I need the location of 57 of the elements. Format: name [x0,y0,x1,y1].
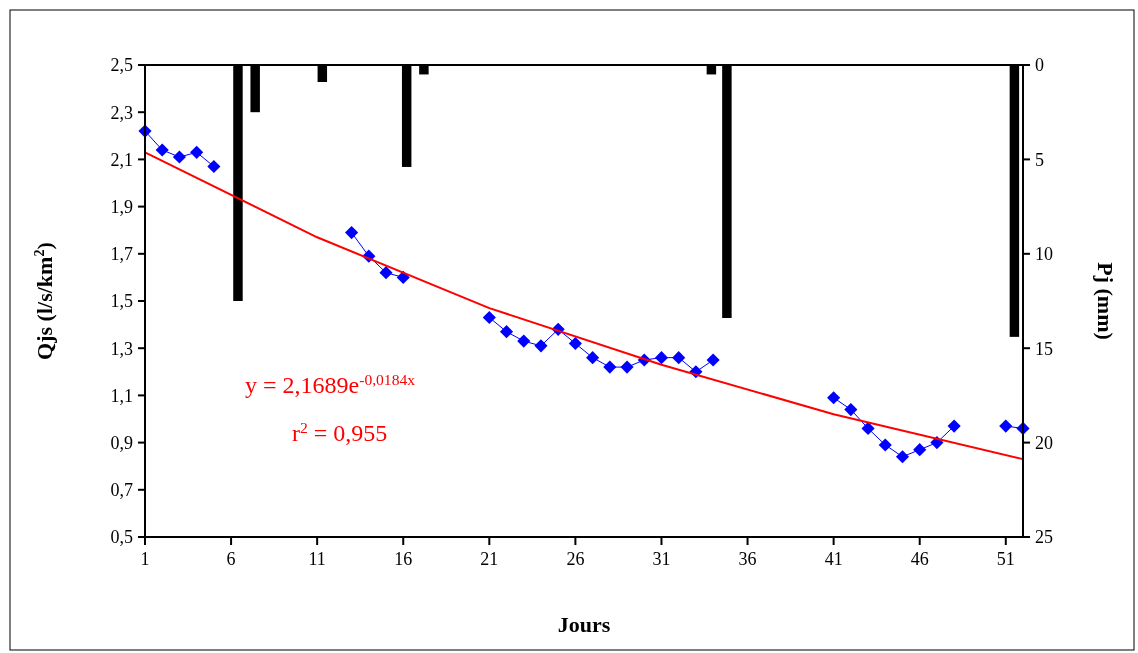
y-tick-label: 1,5 [110,291,133,312]
annotation: y = 2,1689e$^{-0,0184x}$ [245,370,416,398]
point [878,438,892,452]
x-tick-label: 1 [140,549,150,569]
point [999,419,1013,433]
y-tick-label: 1,9 [110,196,133,217]
y-tick-label: 2,5 [110,55,133,76]
point [190,145,204,159]
x-tick-label: 36 [738,549,757,569]
y2-tick-label: 20 [1035,432,1053,453]
y2-axis-title: Pj (mm) [1093,262,1118,340]
point [345,225,359,240]
point [586,351,600,365]
y2-tick-label: 0 [1035,55,1044,76]
y-tick-label: 1,7 [110,244,133,265]
x-tick-label: 11 [308,549,326,569]
y-tick-label: 1,1 [110,385,133,406]
x-tick-label: 21 [480,549,499,569]
point [482,310,496,325]
y-tick-label: 0,7 [110,480,133,501]
point [672,351,686,365]
point [620,360,634,374]
y2-tick-label: 10 [1035,244,1053,265]
point [827,391,841,405]
point [654,351,669,365]
x-tick-label: 46 [910,549,929,569]
point [517,334,531,348]
y2-tick-label: 5 [1035,149,1044,170]
x-axis-title: Jours [557,612,611,637]
x-tick-label: 41 [824,549,843,569]
annotation: r$^{2}$ = 0,955 [292,418,388,446]
point [155,143,169,157]
point [499,325,514,339]
y-tick-label: 0,9 [110,432,133,453]
y-tick-label: 2,1 [110,149,133,170]
point [603,360,617,374]
point [706,353,720,367]
x-tick-label: 6 [226,549,236,569]
point [172,150,186,164]
x-tick-label: 16 [394,549,413,569]
point [947,419,961,433]
y-tick-label: 2,3 [110,102,133,123]
x-tick-label: 51 [996,549,1015,569]
y-tick-label: 1,3 [110,338,133,359]
x-tick-label: 26 [566,549,585,569]
point [568,336,582,351]
point [534,339,548,353]
x-tick-label: 31 [652,549,671,569]
y2-tick-label: 15 [1035,338,1053,359]
point [844,402,858,417]
point [861,421,875,436]
y-tick-label: 0,5 [110,527,133,548]
point [895,450,910,464]
point [913,443,927,457]
y2-tick-label: 25 [1035,527,1053,548]
point [379,266,393,280]
point [207,159,221,174]
